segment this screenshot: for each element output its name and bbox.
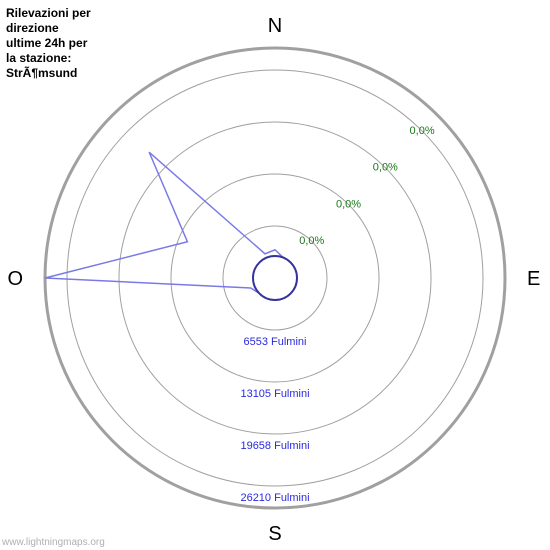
center-circle — [253, 256, 297, 300]
polar-chart: 0,0% 0,0% 0,0% 0,0% 6553 Fulmini 13105 Fulmin… — [0, 0, 550, 550]
ring-label-percent: 0,0% — [410, 125, 435, 137]
axis-label-s: S — [268, 523, 281, 545]
ring-label-count: 6553 Fulmini — [244, 336, 307, 348]
attribution-text: www.lightningmaps.org — [2, 537, 105, 548]
ring-label-count: 13105 Fulmini — [240, 388, 309, 400]
ring-label-count: 19658 Fulmini — [240, 440, 309, 452]
ring-label-count: 26210 Fulmini — [240, 492, 309, 504]
ring-label-percent: 0,0% — [299, 235, 324, 247]
chart-title: Rilevazioni perdirezioneultime 24h perla… — [6, 6, 116, 81]
axis-label-n: N — [268, 15, 282, 37]
ring-label-percent: 0,0% — [336, 198, 361, 210]
ring-label-percent: 0,0% — [373, 162, 398, 174]
axis-label-w: O — [7, 268, 23, 290]
axis-label-e: E — [527, 268, 540, 290]
